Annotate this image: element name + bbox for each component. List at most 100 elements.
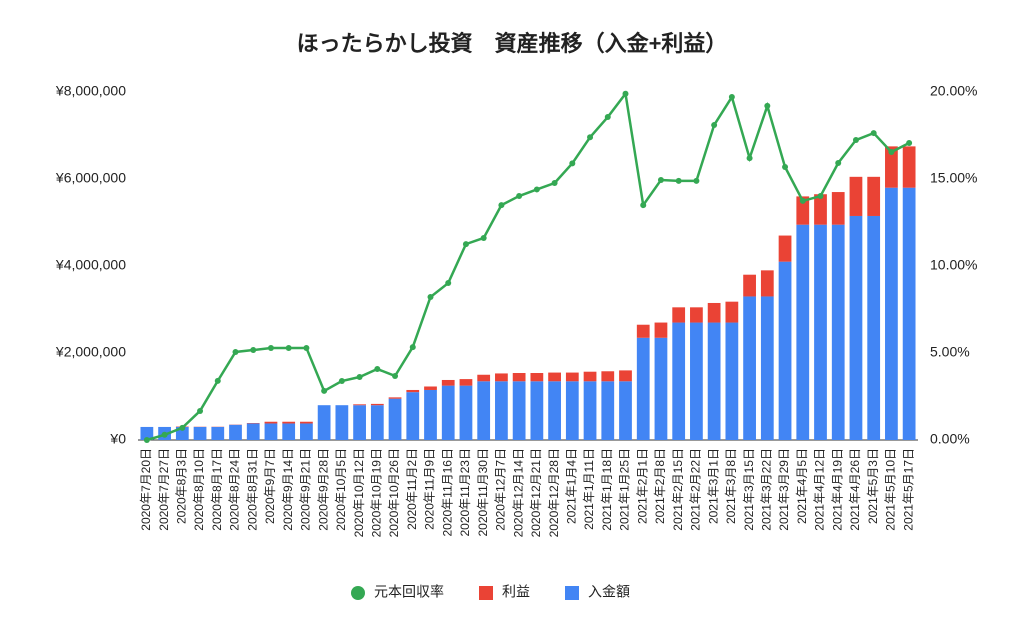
bar bbox=[477, 374, 491, 382]
y2-tick-label: 20.00% bbox=[930, 83, 977, 99]
line-point bbox=[374, 366, 381, 373]
y-tick-label: ¥2,000,000 bbox=[55, 344, 126, 360]
line-point bbox=[782, 163, 789, 170]
bar bbox=[867, 215, 881, 440]
bar bbox=[690, 307, 703, 323]
x-tick-label: 2021年2月1日 bbox=[635, 448, 649, 524]
line-point bbox=[551, 180, 558, 187]
bar bbox=[778, 261, 792, 440]
line-point bbox=[711, 122, 718, 129]
bar bbox=[424, 386, 437, 390]
x-tick-label: 2020年9月14日 bbox=[281, 448, 295, 531]
x-tick-label: 2020年12月14日 bbox=[511, 448, 525, 537]
line-point bbox=[852, 137, 859, 144]
x-tick-label: 2020年12月28日 bbox=[547, 448, 561, 537]
x-tick-label: 2020年10月19日 bbox=[369, 448, 383, 537]
x-tick-label: 2020年10月26日 bbox=[387, 448, 401, 537]
bar bbox=[849, 176, 863, 216]
y-tick-label: ¥4,000,000 bbox=[55, 257, 126, 273]
bar bbox=[353, 405, 366, 440]
line-point bbox=[888, 149, 895, 156]
line-point bbox=[232, 348, 239, 355]
bar bbox=[743, 296, 756, 440]
bar bbox=[317, 405, 331, 440]
x-tick-label: 2021年2月15日 bbox=[671, 448, 685, 531]
x-tick-label: 2021年4月26日 bbox=[848, 448, 862, 531]
bar bbox=[672, 307, 686, 323]
bar bbox=[548, 381, 561, 440]
x-tick-label: 2021年3月8日 bbox=[724, 448, 738, 524]
line-point bbox=[427, 293, 434, 300]
line-point bbox=[338, 378, 345, 385]
y2-tick-label: 10.00% bbox=[930, 257, 977, 273]
line-point bbox=[356, 374, 363, 381]
bar bbox=[885, 146, 898, 188]
line-point bbox=[799, 197, 806, 204]
x-tick-label: 2020年9月21日 bbox=[299, 448, 313, 531]
bar bbox=[530, 381, 544, 440]
bar bbox=[477, 381, 491, 440]
bar bbox=[707, 322, 721, 440]
bar bbox=[388, 397, 402, 399]
bar bbox=[725, 322, 739, 440]
line-point bbox=[498, 202, 505, 209]
x-tick-label: 2021年5月3日 bbox=[866, 448, 880, 524]
line-point bbox=[604, 114, 611, 121]
line-point bbox=[569, 160, 576, 167]
x-tick-label: 2021年4月12日 bbox=[813, 448, 827, 531]
bar bbox=[760, 296, 774, 440]
x-tick-label: 2021年3月22日 bbox=[759, 448, 773, 531]
legend-marker bbox=[351, 586, 365, 600]
line-point bbox=[746, 155, 753, 162]
bar bbox=[406, 392, 420, 440]
x-tick-label: 2020年8月31日 bbox=[245, 448, 259, 531]
bar bbox=[495, 381, 508, 440]
x-tick-label: 2021年5月17日 bbox=[901, 448, 915, 531]
bar bbox=[370, 403, 384, 406]
bar bbox=[512, 373, 526, 382]
line-point bbox=[480, 234, 487, 241]
bar bbox=[140, 426, 154, 440]
bar bbox=[778, 235, 792, 262]
bar bbox=[831, 224, 845, 440]
bar bbox=[743, 274, 756, 297]
bar bbox=[654, 322, 668, 338]
x-tick-label: 2020年10月12日 bbox=[352, 448, 366, 537]
x-tick-label: 2020年8月3日 bbox=[174, 448, 188, 524]
legend-label: 入金額 bbox=[588, 584, 630, 600]
x-tick-label: 2020年8月10日 bbox=[192, 448, 206, 531]
bar bbox=[796, 196, 810, 225]
bar bbox=[495, 373, 508, 382]
bar bbox=[459, 379, 473, 386]
bar bbox=[796, 224, 810, 440]
bar bbox=[441, 385, 455, 440]
bar bbox=[583, 371, 597, 382]
bar bbox=[619, 381, 632, 440]
bar bbox=[229, 424, 242, 440]
x-tick-label: 2021年3月29日 bbox=[777, 448, 791, 531]
bar bbox=[707, 302, 721, 323]
x-tick-label: 2020年11月2日 bbox=[405, 448, 419, 530]
x-tick-label: 2020年9月7日 bbox=[263, 448, 277, 524]
line-point bbox=[445, 280, 452, 287]
x-tick-label: 2020年7月20日 bbox=[139, 448, 153, 531]
bar bbox=[672, 322, 686, 440]
bar bbox=[636, 337, 650, 440]
line-point bbox=[906, 139, 913, 146]
line-point bbox=[285, 344, 292, 351]
line-point bbox=[870, 130, 877, 137]
y-tick-label: ¥6,000,000 bbox=[55, 170, 126, 186]
bar bbox=[530, 373, 544, 382]
line-point bbox=[693, 177, 700, 184]
line-point bbox=[161, 431, 168, 438]
chart-title: ほったらかし投資 資産推移（入金+利益） bbox=[297, 31, 728, 56]
bar bbox=[814, 224, 827, 440]
bar bbox=[902, 187, 916, 440]
legend-label: 元本回収率 bbox=[374, 584, 444, 600]
bar bbox=[370, 405, 384, 440]
line-point bbox=[622, 90, 629, 97]
bar bbox=[902, 146, 916, 188]
bar bbox=[849, 215, 863, 440]
x-tick-label: 2021年2月22日 bbox=[689, 448, 703, 531]
